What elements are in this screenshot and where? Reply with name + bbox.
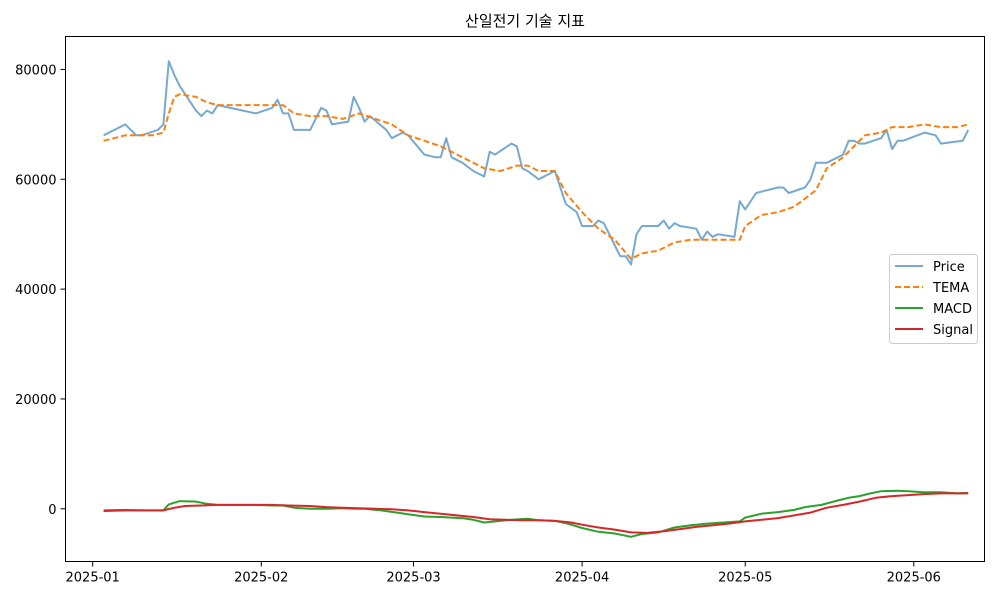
x-tick-label: 2025-03 — [386, 571, 440, 586]
series-line-macd — [103, 489, 969, 538]
x-tick-label: 2025-02 — [234, 571, 288, 586]
y-axis: 0 20000 40000 60000 80000 — [15, 63, 66, 518]
legend-label-price: Price — [933, 260, 965, 275]
y-tick-label: 80000 — [15, 63, 56, 78]
x-tick-label: 2025-01 — [66, 571, 120, 586]
y-tick-label: 40000 — [15, 283, 56, 298]
series-line-price — [103, 60, 970, 266]
legend-box — [889, 254, 978, 344]
legend-label-tema: TEMA — [932, 281, 969, 296]
legend: Price TEMA MACD Signal — [889, 254, 978, 344]
x-tick-label: 2025-04 — [555, 571, 609, 586]
series-line-signal — [103, 492, 969, 534]
y-tick-label: 20000 — [15, 393, 56, 408]
chart-title: 산일전기 기술 지표 — [465, 12, 585, 30]
x-axis: 2025-01 2025-02 2025-03 2025-04 2025-05 2025-… — [66, 561, 941, 586]
x-tick-label: 2025-06 — [887, 571, 941, 586]
x-tick-label: 2025-05 — [718, 571, 772, 586]
legend-label-signal: Signal — [933, 323, 973, 338]
series-layer — [103, 60, 970, 538]
plot-frame — [65, 36, 985, 562]
y-tick-label: 60000 — [15, 173, 56, 188]
series-line-tema — [103, 93, 969, 260]
y-tick-label: 0 — [48, 503, 56, 518]
legend-label-macd: MACD — [933, 302, 972, 317]
